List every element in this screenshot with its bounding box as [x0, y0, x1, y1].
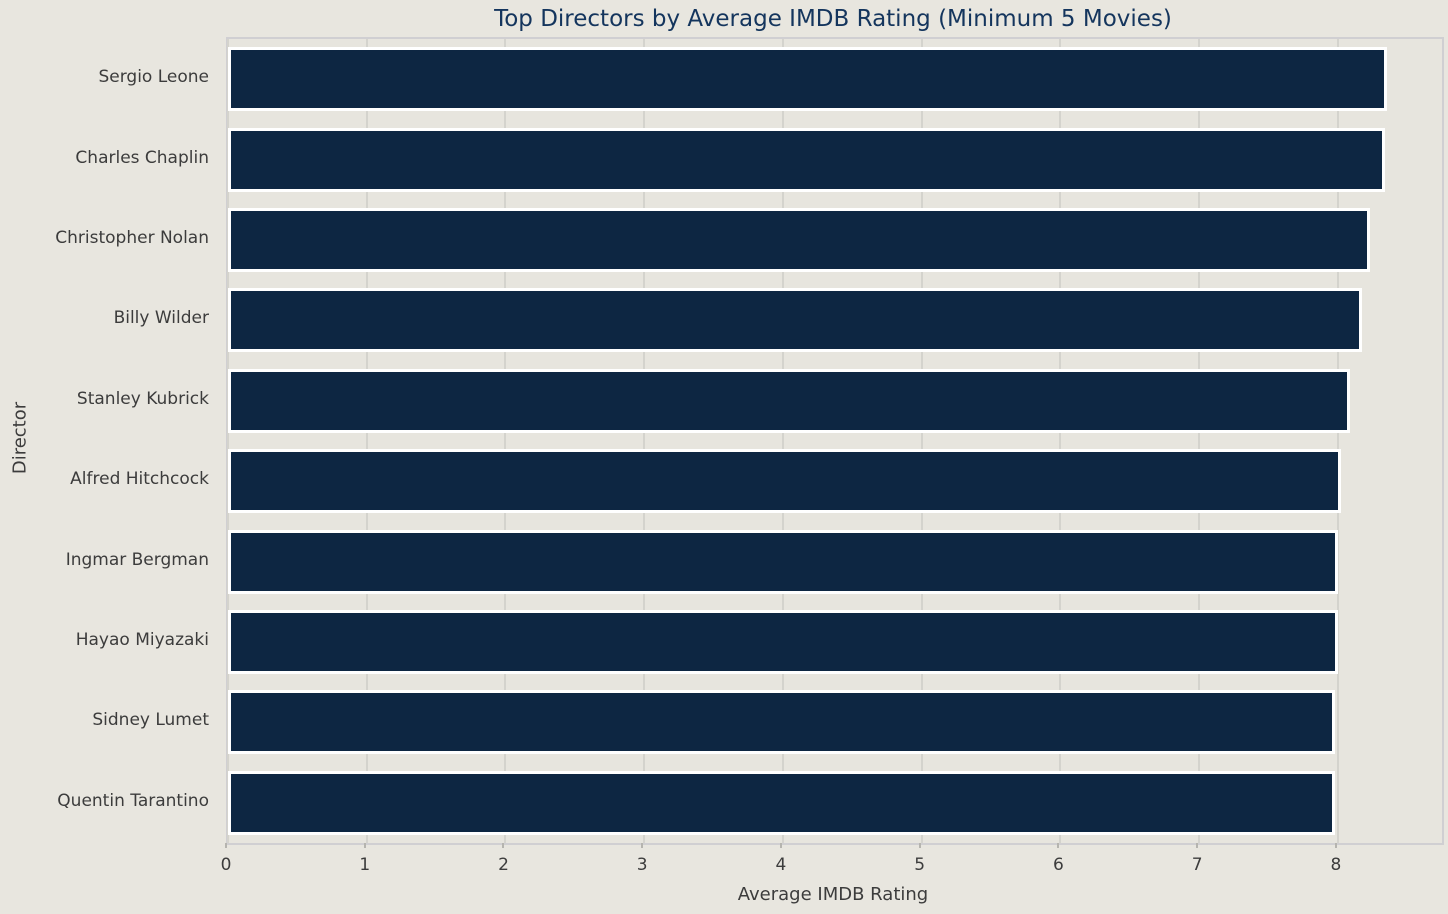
y-tick-labels: Sergio Leone Charles Chaplin Christopher N… [0, 37, 209, 841]
x-tick-label: 7 [1191, 855, 1203, 875]
x-tick-mark [1196, 843, 1199, 848]
x-tick-mark [641, 843, 644, 848]
x-tick-label: 1 [359, 855, 371, 875]
bar-stanley-kubrick [228, 368, 1351, 433]
y-tick-label: Stanley Kubrick [76, 388, 209, 409]
gridline-x-8 [1336, 39, 1339, 843]
bar-ingmar-bergman [228, 529, 1338, 594]
plot-area [226, 37, 1444, 845]
gridline-x-3 [643, 39, 646, 843]
chart-title: Top Directors by Average IMDB Rating (Mi… [494, 6, 1172, 32]
bar-hayao-miyazaki [228, 610, 1338, 674]
x-tick-label: 8 [1330, 855, 1342, 875]
y-tick-label: Sidney Lumet [92, 710, 209, 731]
x-tick-mark [225, 843, 227, 848]
bar-christopher-nolan [228, 208, 1370, 272]
bar-sidney-lumet [228, 690, 1336, 755]
x-tick-label: 4 [775, 855, 787, 875]
gridline-x-1 [365, 39, 368, 843]
y-tick-label: Ingmar Bergman [65, 549, 209, 570]
gridline-x-6 [1059, 39, 1062, 843]
y-tick-label: Charles Chaplin [75, 147, 209, 168]
gridline-x-0 [227, 39, 229, 843]
bar-billy-wilder [228, 288, 1362, 353]
x-tick-label: 3 [636, 855, 648, 875]
y-tick-label: Sergio Leone [98, 67, 209, 88]
x-tick-mark [502, 843, 505, 848]
x-tick-label: 0 [220, 855, 232, 875]
gridline-x-7 [1198, 39, 1201, 843]
x-axis-title: Average IMDB Rating [737, 884, 929, 905]
gridline-x-2 [504, 39, 507, 843]
y-tick-label: Billy Wilder [113, 308, 209, 329]
bar-alfred-hitchcock [228, 449, 1341, 514]
y-tick-label: Quentin Tarantino [57, 790, 209, 811]
x-tick-mark [918, 843, 921, 848]
bar-quentin-tarantino [228, 770, 1336, 835]
y-tick-label: Hayao Miyazaki [75, 629, 209, 650]
gridline-x-5 [920, 39, 923, 843]
x-tick-label: 2 [498, 855, 509, 875]
x-tick-mark [1334, 843, 1337, 848]
x-tick-mark [779, 843, 782, 848]
x-tick-mark [363, 843, 366, 848]
y-tick-label: Alfred Hitchcock [70, 469, 209, 490]
bar-charles-chaplin [228, 127, 1386, 192]
bar-sergio-leone [228, 47, 1387, 112]
y-tick-label: Christopher Nolan [55, 227, 209, 248]
x-tick-mark [1057, 843, 1060, 848]
x-tick-label: 6 [1053, 855, 1064, 875]
x-tick-label: 5 [914, 855, 926, 875]
gridline-x-4 [781, 39, 784, 843]
